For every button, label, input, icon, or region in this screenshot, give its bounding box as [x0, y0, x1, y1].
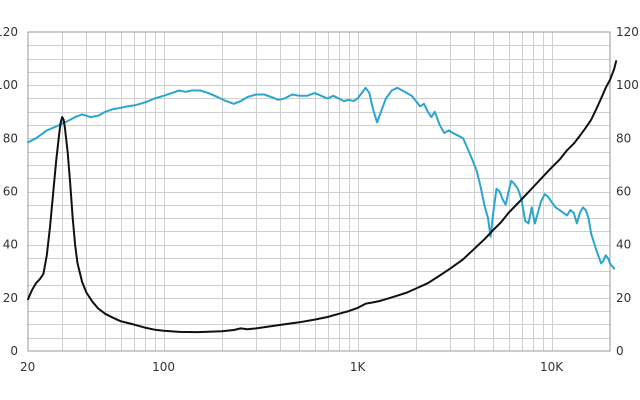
y-grid — [28, 45, 610, 339]
y-tick-label-right: 120 — [616, 25, 639, 39]
y-tick-label-right: 60 — [616, 185, 631, 199]
plot-frame — [27, 31, 611, 352]
y-tick-label-left: 0 — [10, 344, 18, 358]
y-tick-label-left: 100 — [0, 78, 18, 92]
x-axis-labels: 20 100 1K 10K — [20, 360, 564, 374]
y-tick-label-left: 120 — [0, 25, 18, 39]
y-tick-label-right: 20 — [616, 291, 631, 305]
x-tick-label: 20 — [20, 360, 35, 374]
y-tick-label-right: 0 — [616, 344, 624, 358]
left-axis-labels: 0 20 40 60 80 100 120 — [0, 25, 18, 358]
x-tick-label: 10K — [540, 360, 564, 374]
x-tick-label: 1K — [350, 360, 367, 374]
y-tick-label-left: 40 — [3, 238, 18, 252]
x-grid — [62, 32, 553, 351]
right-axis-labels: 0 20 40 60 80 100 120 — [616, 25, 639, 358]
x-tick-label: 100 — [152, 360, 175, 374]
y-tick-label-left: 60 — [3, 185, 18, 199]
series-layer — [27, 60, 618, 334]
y-tick-label-right: 40 — [616, 238, 631, 252]
y-tick-label-left: 20 — [3, 291, 18, 305]
y-tick-label-right: 80 — [616, 131, 631, 145]
series-line-1 — [27, 86, 616, 270]
y-tick-label-left: 80 — [3, 131, 18, 145]
y-tick-label-right: 100 — [616, 78, 639, 92]
series-line-2 — [27, 60, 618, 334]
